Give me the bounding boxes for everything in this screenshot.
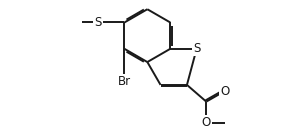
Text: S: S bbox=[94, 16, 102, 29]
Text: O: O bbox=[220, 85, 229, 98]
Text: S: S bbox=[193, 42, 200, 55]
Text: O: O bbox=[202, 116, 211, 129]
Text: Br: Br bbox=[118, 75, 131, 88]
